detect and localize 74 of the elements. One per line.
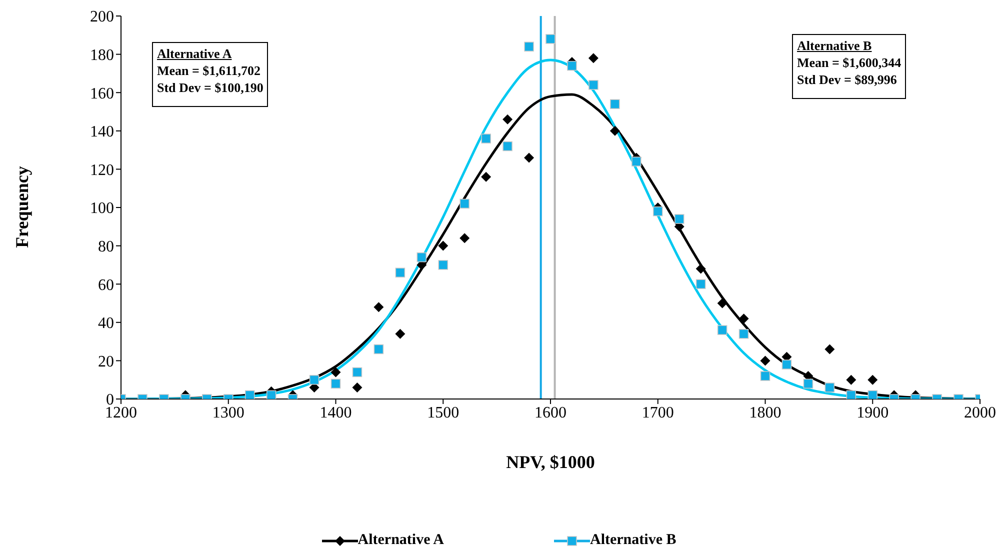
point xyxy=(588,53,598,64)
point xyxy=(244,390,255,399)
point xyxy=(760,371,770,381)
annotation: Alternative A Mean = $1,611,702 Std Dev = $100,190 xyxy=(157,45,264,96)
point xyxy=(309,374,320,385)
point xyxy=(674,214,684,224)
x-tick-label: 1800 xyxy=(749,404,782,422)
point xyxy=(352,382,362,393)
y-tick-label: 140 xyxy=(90,124,114,141)
point xyxy=(352,367,362,378)
point xyxy=(803,378,814,389)
point xyxy=(696,279,706,289)
x-tick-label: 1400 xyxy=(320,404,352,422)
x-tick-label: 1200 xyxy=(105,404,137,422)
point xyxy=(717,298,728,308)
point xyxy=(546,34,556,44)
point xyxy=(438,260,448,270)
point xyxy=(868,390,878,399)
point xyxy=(502,114,513,124)
x-tick-label: 1300 xyxy=(212,404,244,422)
y-tick-label: 60 xyxy=(98,276,114,294)
point xyxy=(460,198,470,209)
y-axis-title: Frequency xyxy=(12,166,33,248)
y-tick-label: 100 xyxy=(90,200,114,218)
x-axis-title: NPV, $1000 xyxy=(505,452,596,473)
point xyxy=(632,156,642,166)
y-tick-label: 40 xyxy=(98,315,114,332)
y-tick-label: 80 xyxy=(98,238,114,256)
text-box: Alternative B Mean = $1,600,344 Std Dev = $89,996 xyxy=(792,34,906,99)
point xyxy=(567,60,577,71)
point xyxy=(610,99,620,109)
point xyxy=(374,302,384,312)
x-tick-label: 2000 xyxy=(964,404,996,422)
point xyxy=(438,240,448,251)
point xyxy=(760,356,770,366)
x-tick-label: 1900 xyxy=(856,404,889,422)
y-tick-label: 20 xyxy=(98,353,114,370)
point xyxy=(824,382,835,392)
y-tick-label: 120 xyxy=(90,162,114,179)
point xyxy=(266,390,276,399)
point xyxy=(330,367,341,378)
point xyxy=(502,141,512,152)
point xyxy=(782,360,792,370)
point xyxy=(738,314,749,324)
point xyxy=(460,233,470,244)
point xyxy=(610,126,620,136)
point xyxy=(846,390,856,399)
point xyxy=(588,80,598,90)
point xyxy=(696,264,706,274)
point xyxy=(395,328,406,339)
point xyxy=(868,374,878,385)
y-tick-label: 200 xyxy=(90,8,114,26)
point xyxy=(330,378,341,389)
point xyxy=(395,268,406,278)
point xyxy=(481,134,491,144)
x-tick-label: 1500 xyxy=(427,404,460,422)
point xyxy=(652,206,663,216)
y-tick-label: 180 xyxy=(90,46,114,64)
x-tick-label: 1600 xyxy=(534,404,566,422)
annotation: Alternative B Mean = $1,600,344 Std Dev = $89,996 xyxy=(797,37,902,88)
point xyxy=(374,344,384,354)
point xyxy=(824,344,835,354)
point xyxy=(524,42,534,52)
point xyxy=(738,328,749,339)
point xyxy=(717,325,728,335)
point xyxy=(481,172,492,182)
point xyxy=(416,252,427,262)
legend-label: Alternative B xyxy=(590,532,676,549)
text-box: Alternative A Mean = $1,611,702 Std Dev = $100,190 xyxy=(152,42,268,107)
point xyxy=(846,374,856,385)
legend-label: Alternative A xyxy=(358,532,444,549)
x-tick-label: 1700 xyxy=(642,404,674,422)
y-tick-label: 160 xyxy=(90,85,114,102)
point xyxy=(524,152,534,163)
